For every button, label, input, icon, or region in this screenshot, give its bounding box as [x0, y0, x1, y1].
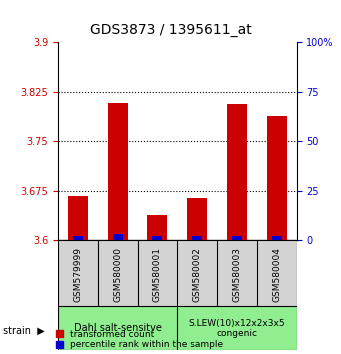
Text: Dahl salt-sensitve: Dahl salt-sensitve — [74, 324, 162, 333]
Text: S.LEW(10)x12x2x3x5
congenic: S.LEW(10)x12x2x3x5 congenic — [189, 319, 285, 338]
Text: GSM580004: GSM580004 — [272, 247, 281, 302]
Bar — [73, 235, 83, 240]
Bar — [68, 196, 88, 240]
Bar — [272, 235, 282, 240]
Bar — [232, 235, 242, 240]
Text: GSM579999: GSM579999 — [73, 247, 83, 302]
Bar — [148, 215, 167, 240]
Text: GSM580000: GSM580000 — [113, 247, 122, 302]
Bar — [187, 198, 207, 240]
Bar — [192, 235, 202, 240]
Bar — [108, 103, 128, 240]
Legend: transformed count, percentile rank within the sample: transformed count, percentile rank withi… — [56, 330, 223, 349]
Text: GSM580003: GSM580003 — [233, 247, 241, 302]
Bar — [113, 234, 123, 240]
Text: GSM580001: GSM580001 — [153, 247, 162, 302]
Bar — [267, 116, 287, 240]
Text: strain  ▶: strain ▶ — [3, 326, 45, 336]
Bar — [152, 235, 162, 240]
Text: GSM580002: GSM580002 — [193, 247, 202, 302]
Bar — [227, 104, 247, 240]
Text: GDS3873 / 1395611_at: GDS3873 / 1395611_at — [90, 23, 251, 37]
